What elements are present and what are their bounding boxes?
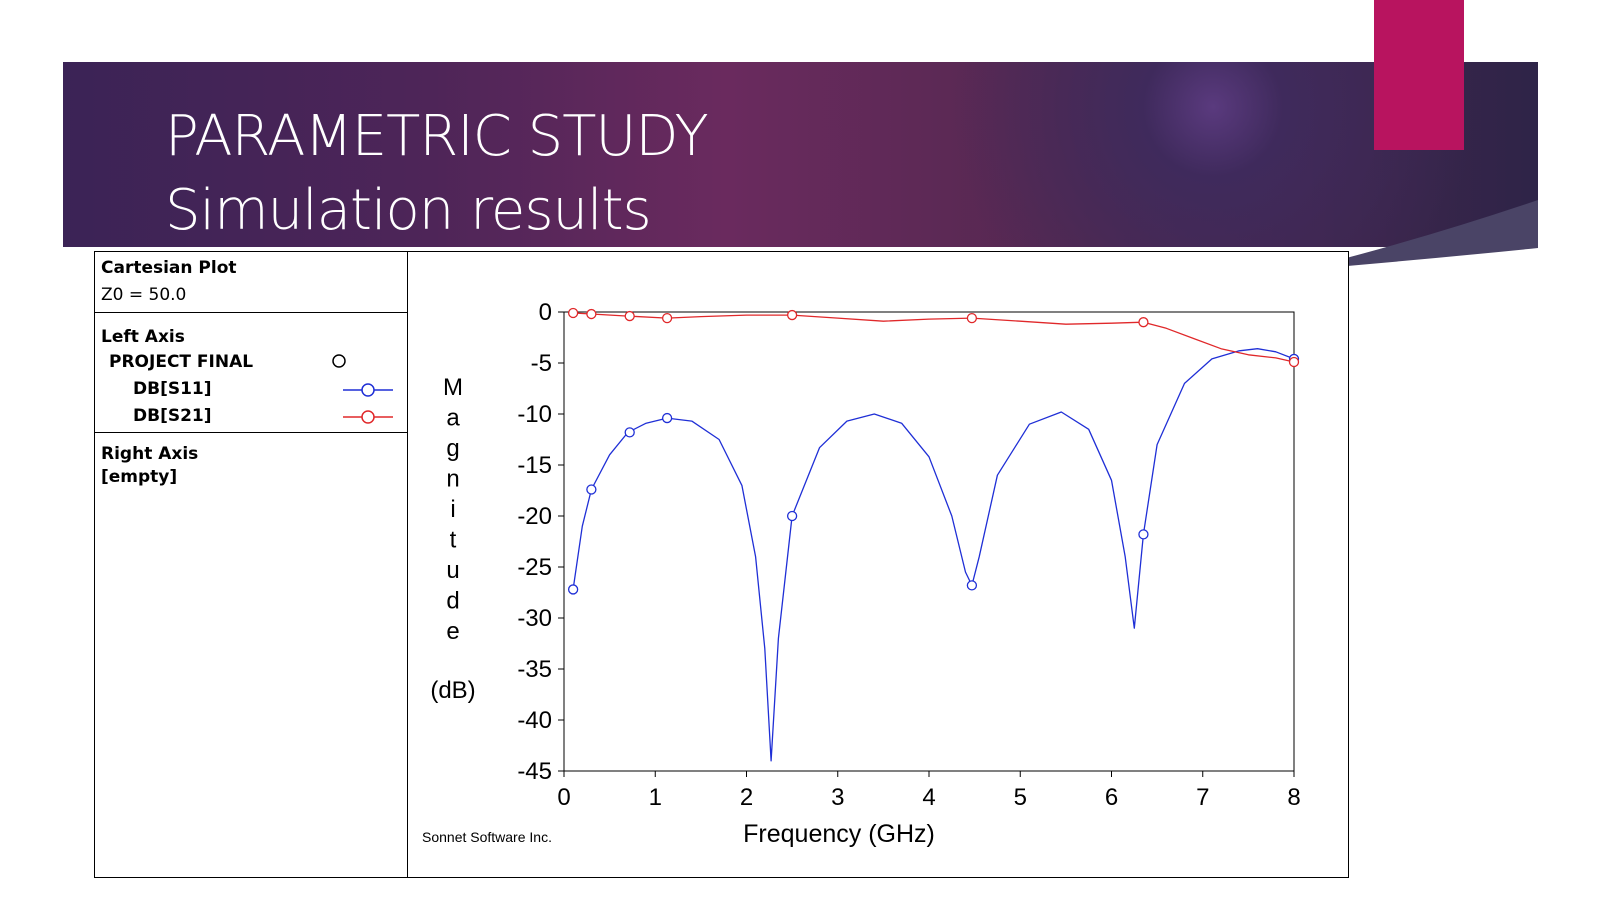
title-line-1: PARAMETRIC STUDY	[165, 104, 709, 169]
series-lines	[572, 312, 1295, 762]
title-line-2: Simulation results	[165, 178, 652, 243]
y-axis-unit: (dB)	[430, 677, 475, 704]
y-tick-label: -25	[517, 554, 552, 581]
data-marker	[1288, 356, 1300, 368]
y-tick-label: -5	[531, 350, 552, 377]
y-axis-letter: g	[446, 435, 459, 462]
project-label: PROJECT FINAL	[109, 352, 254, 372]
y-tick-label: -40	[517, 707, 552, 734]
plot-type-label: Cartesian Plot	[101, 258, 237, 278]
legend-s11-label: DB[S11]	[133, 379, 212, 399]
data-marker	[567, 584, 579, 595]
y-tick-label: 0	[539, 299, 552, 326]
plot-frame	[563, 311, 1295, 772]
z0-label: Z0 = 50.0	[101, 285, 187, 305]
legend-divider	[95, 432, 407, 433]
y-tick-label: -45	[517, 758, 552, 785]
x-ticks: 0 1 2 3 4 5 6 7 8	[557, 771, 1301, 811]
y-axis-letter: u	[446, 557, 459, 584]
y-axis-letter: M	[443, 374, 463, 401]
y-axis-letter: t	[450, 527, 457, 554]
y-axis-letter: d	[446, 588, 459, 615]
x-axis-label: Frequency (GHz)	[743, 820, 935, 848]
data-marker	[586, 484, 597, 495]
data-marker	[586, 308, 597, 320]
banner-swoosh	[1300, 200, 1538, 270]
series-line-dbs11	[572, 348, 1295, 762]
data-marker	[624, 310, 635, 322]
x-tick-label: 1	[649, 784, 662, 811]
data-marker	[661, 412, 673, 424]
project-marker-icon	[332, 354, 346, 368]
plot-window: Cartesian Plot Z0 = 50.0 Left Axis PROJE…	[94, 251, 1349, 878]
y-tick-label: -20	[517, 503, 552, 530]
x-tick-label: 7	[1196, 784, 1209, 811]
series-line-dbs21	[573, 312, 1295, 363]
x-tick-label: 6	[1105, 784, 1118, 811]
data-marker	[1138, 529, 1149, 540]
data-marker	[624, 427, 635, 438]
data-marker	[786, 510, 798, 522]
y-axis-letter: e	[446, 618, 459, 645]
legend-s21-swatch	[343, 410, 393, 424]
y-axis-letter: n	[446, 466, 459, 493]
accent-bar	[1374, 0, 1464, 150]
data-marker	[786, 309, 798, 321]
data-marker	[1138, 317, 1149, 328]
y-tick-label: -30	[517, 605, 552, 632]
y-axis-letter: i	[450, 496, 455, 523]
y-axis-letter: a	[446, 405, 460, 432]
x-tick-label: 8	[1287, 784, 1300, 811]
credit-label: Sonnet Software Inc.	[422, 829, 552, 845]
slide-title: PARAMETRIC STUDY Simulation results	[165, 100, 709, 248]
y-tick-label: -35	[517, 656, 552, 683]
right-axis-label: Right Axis	[101, 444, 199, 464]
series-markers	[567, 307, 1300, 595]
data-marker	[661, 312, 673, 324]
legend-panel: Cartesian Plot Z0 = 50.0 Left Axis PROJE…	[95, 252, 408, 877]
title-banner	[63, 62, 1538, 247]
y-ticks: 0 -5 -10 -15 -20 -25 -30 -35 -40 -45	[517, 299, 564, 785]
right-axis-value: [empty]	[101, 467, 178, 487]
legend-s21-label: DB[S21]	[133, 406, 212, 426]
data-marker	[567, 307, 579, 319]
data-marker	[966, 312, 978, 324]
left-axis-label: Left Axis	[101, 327, 185, 347]
x-tick-label: 5	[1014, 784, 1027, 811]
x-tick-label: 3	[831, 784, 844, 811]
legend-s11-swatch	[343, 383, 393, 397]
x-tick-label: 0	[557, 784, 570, 811]
x-tick-label: 4	[922, 784, 935, 811]
data-marker	[966, 580, 978, 591]
y-tick-label: -10	[517, 401, 552, 428]
x-tick-label: 2	[740, 784, 753, 811]
y-tick-label: -15	[517, 452, 552, 479]
legend-divider	[95, 312, 407, 313]
